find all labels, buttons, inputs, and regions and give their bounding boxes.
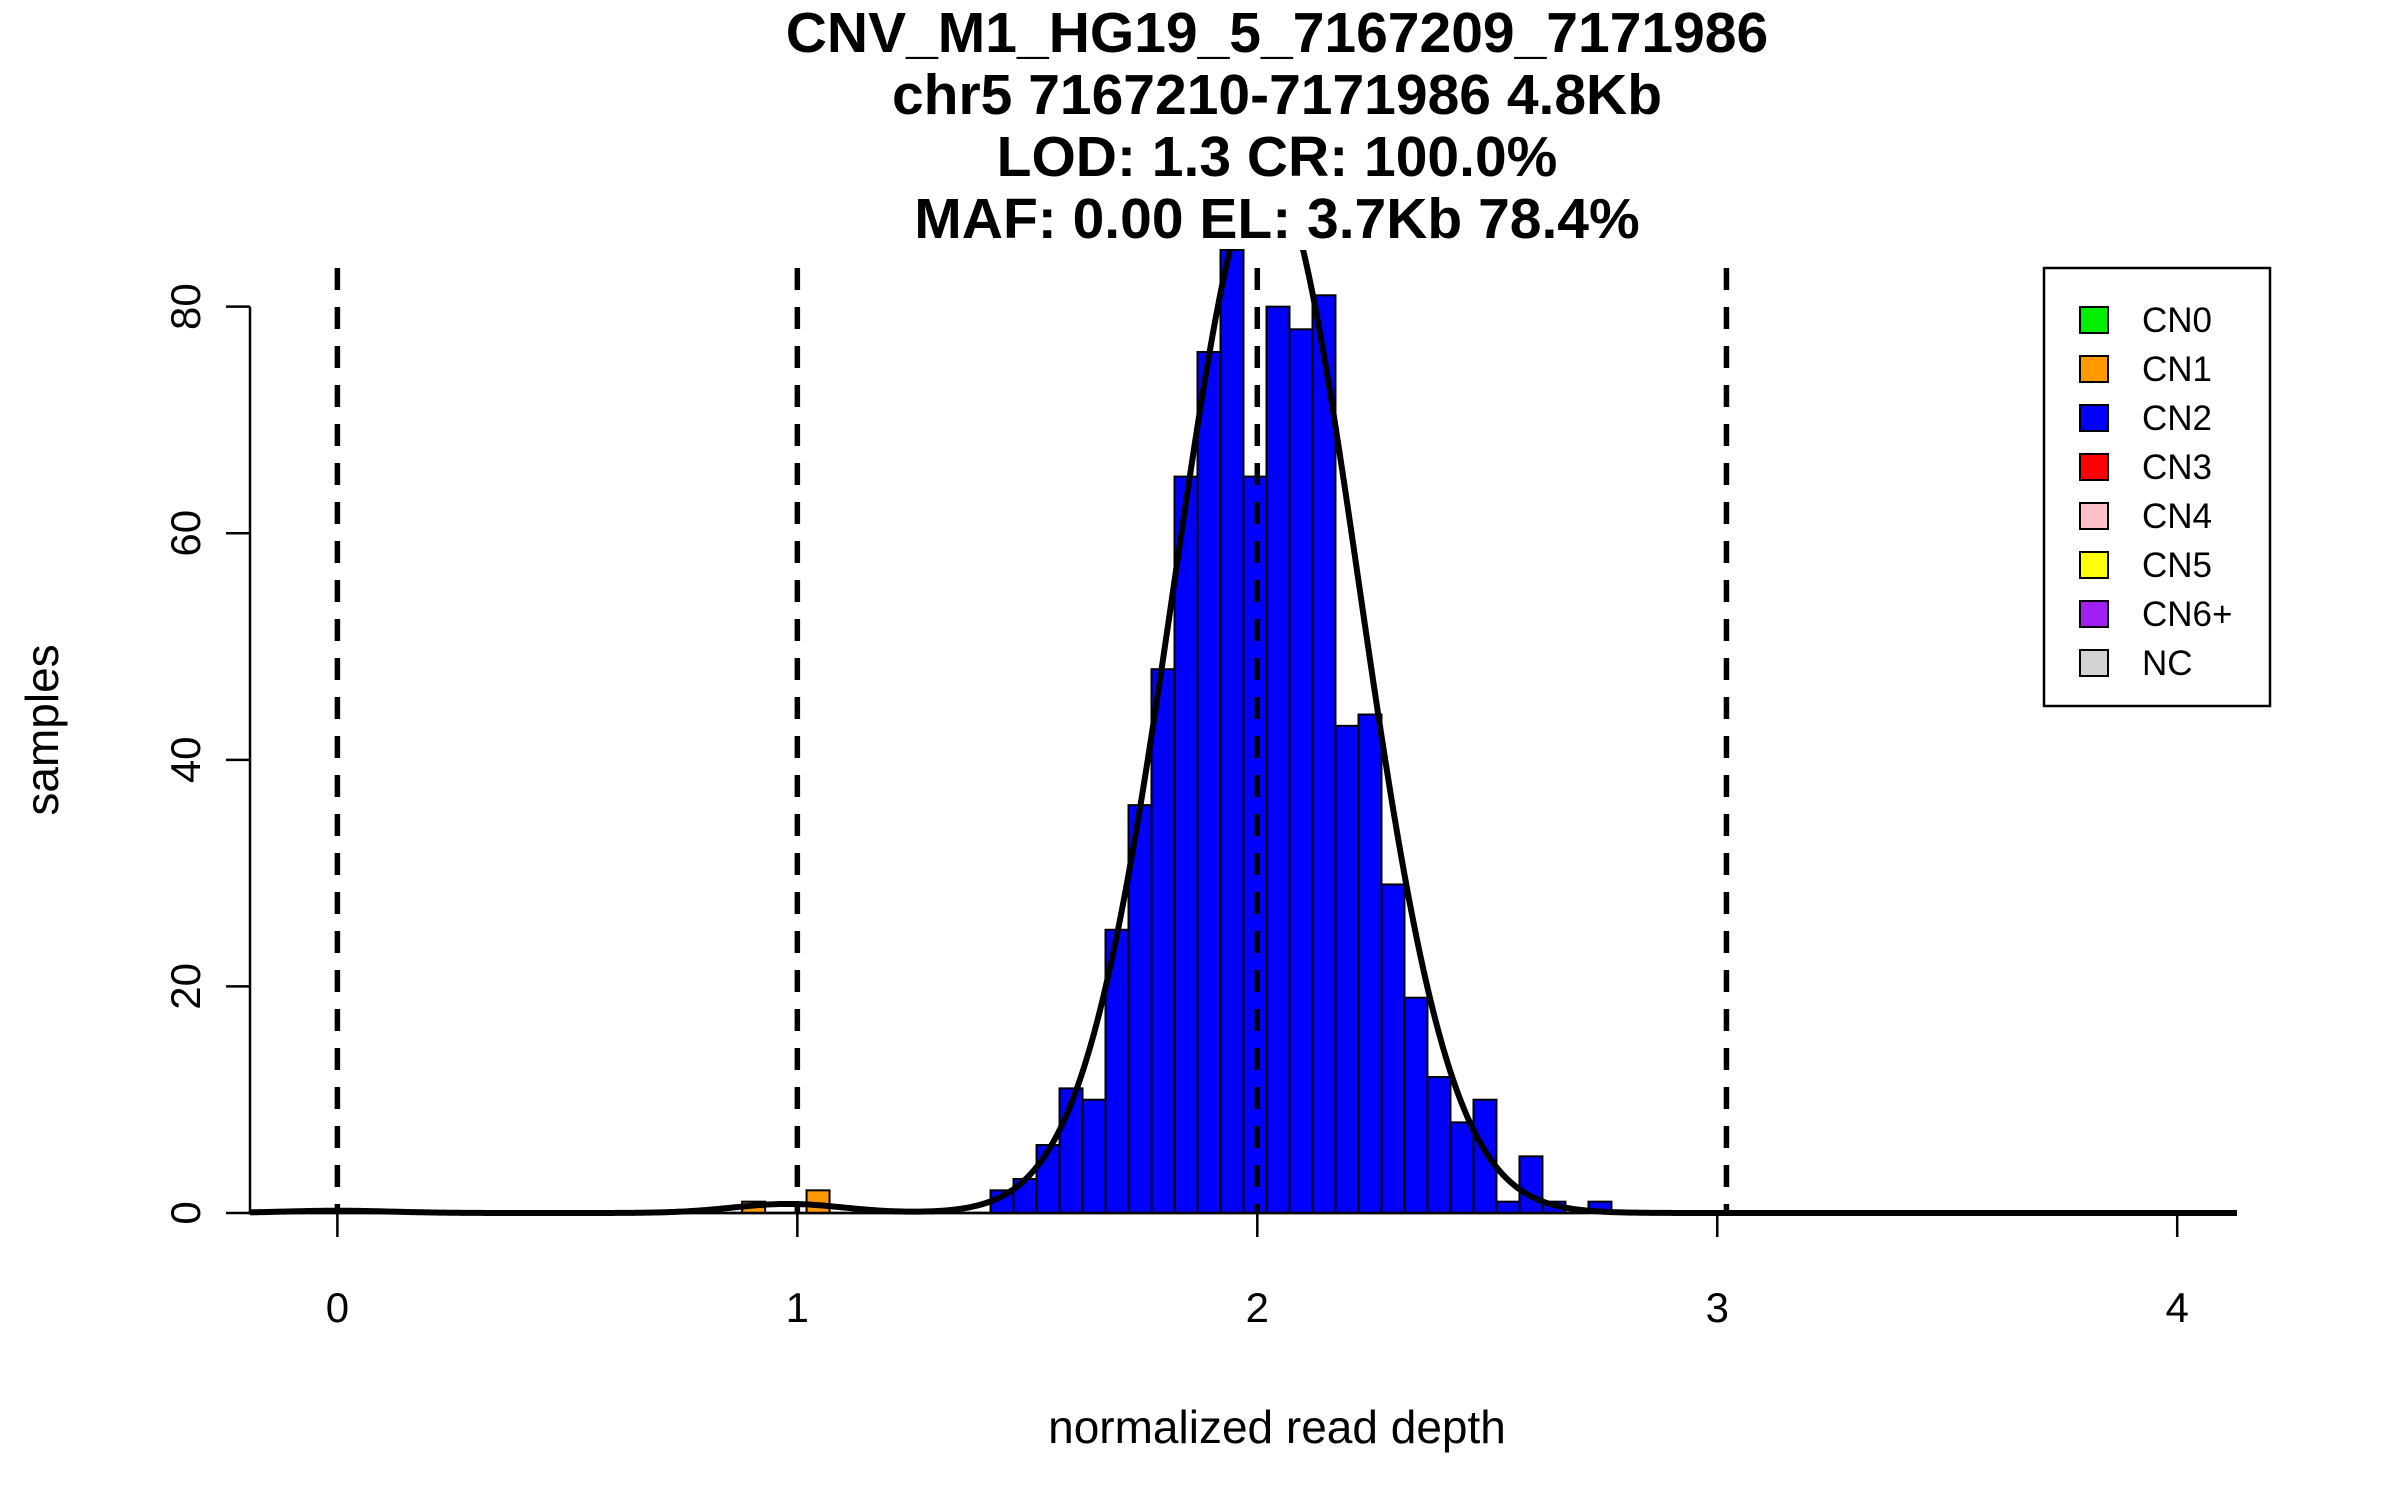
legend-label-cn2: CN2 xyxy=(2142,399,2212,438)
legend-label-cn4: CN4 xyxy=(2142,497,2212,536)
x-tick-label-0: 0 xyxy=(326,1284,349,1331)
y-tick-label-4: 80 xyxy=(162,283,209,330)
bar-11 xyxy=(1196,350,1222,1214)
bar-19 xyxy=(1380,883,1406,1215)
legend-swatch-cn5 xyxy=(2079,551,2109,579)
bar-21 xyxy=(1426,1076,1452,1215)
y-tick-label-1: 20 xyxy=(162,963,209,1010)
legend-swatch-cn1 xyxy=(2079,355,2109,383)
legend-label-cn1: CN1 xyxy=(2142,350,2212,389)
title-line-4: MAF: 0.00 EL: 3.7Kb 78.4% xyxy=(914,187,1639,251)
legend-items: CN0 CN1 CN2 CN3 CN4 CN5 CN6+ NC xyxy=(2079,301,2232,683)
bar-24 xyxy=(1495,1200,1521,1214)
legend-label-nc: NC xyxy=(2142,644,2193,683)
legend-swatch-cn6plus xyxy=(2079,600,2109,628)
title-line-3: LOD: 1.3 CR: 100.0% xyxy=(997,125,1558,189)
chart-title: CNV_M1_HG19_5_7167209_7171986 chr5 71672… xyxy=(786,1,1768,251)
legend-label-cn3: CN3 xyxy=(2142,448,2212,487)
x-tick-label-2: 2 xyxy=(1246,1284,1269,1331)
legend-swatch-cn4 xyxy=(2079,502,2109,530)
y-tick-label-2: 40 xyxy=(162,736,209,783)
bar-22 xyxy=(1449,1121,1475,1215)
bar-12 xyxy=(1219,249,1245,1214)
x-tick-label-3: 3 xyxy=(1706,1284,1729,1331)
y-tick-label-3: 60 xyxy=(162,510,209,557)
legend-label-cn0: CN0 xyxy=(2142,301,2212,340)
bar-16 xyxy=(1311,294,1337,1215)
y-tick-label-0: 0 xyxy=(162,1201,209,1224)
x-axis-title: normalized read depth xyxy=(1048,1401,1506,1453)
y-axis-title: samples xyxy=(16,644,68,815)
bar-10 xyxy=(1173,475,1199,1214)
bar-6 xyxy=(1081,1098,1107,1215)
x-tick-label-4: 4 xyxy=(2166,1284,2189,1331)
title-line-2: chr5 7167210-7171986 4.8Kb xyxy=(892,63,1662,127)
bar-9 xyxy=(1150,668,1176,1214)
legend-box xyxy=(2042,266,2272,708)
histogram-bars xyxy=(741,249,1613,1215)
legend-label-cn6plus: CN6+ xyxy=(2142,595,2232,634)
legend-swatch-cn2 xyxy=(2079,404,2109,432)
legend: CN0 CN1 CN2 CN3 CN4 CN5 CN6+ NC xyxy=(2042,266,2272,708)
bar-14 xyxy=(1265,305,1291,1215)
title-line-1: CNV_M1_HG19_5_7167209_7171986 xyxy=(786,1,1768,65)
legend-swatch-cn3 xyxy=(2079,453,2109,481)
copy-number-reference-lines xyxy=(334,268,1730,1213)
bar-20 xyxy=(1403,996,1429,1214)
bar-15 xyxy=(1288,328,1314,1214)
legend-swatch-nc xyxy=(2079,649,2109,677)
x-tick-label-1: 1 xyxy=(786,1284,809,1331)
legend-label-cn5: CN5 xyxy=(2142,546,2212,585)
legend-swatch-cn0 xyxy=(2079,306,2109,334)
bar-25 xyxy=(1518,1155,1544,1214)
bar-18 xyxy=(1357,713,1383,1214)
bar-17 xyxy=(1334,724,1360,1214)
